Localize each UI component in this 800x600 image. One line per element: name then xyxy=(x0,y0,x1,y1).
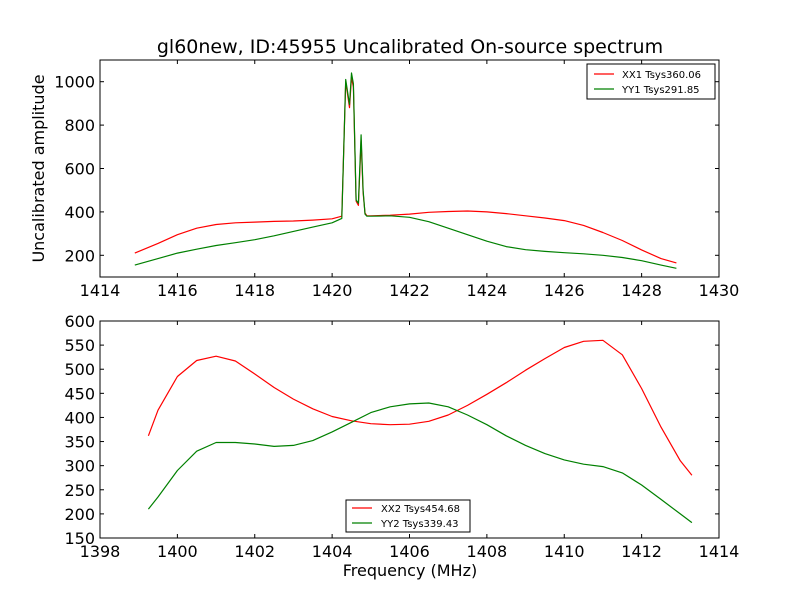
top-y-tick-label: 200 xyxy=(64,246,95,265)
top-plot-series xyxy=(134,72,677,269)
top-spectrum-plot: 1414 1416 1418 1420 1422 1424 1426 1428 1430 200 4… xyxy=(29,59,739,300)
bottom-x-tick-label: 1406 xyxy=(389,542,430,561)
bottom-y-tick-label: 200 xyxy=(64,505,95,524)
top-x-tick-label: 1428 xyxy=(621,281,662,300)
bottom-x-tick-label: 1412 xyxy=(621,542,662,561)
top-x-tick-label: 1416 xyxy=(157,281,198,300)
bottom-y-tick-label: 300 xyxy=(64,457,95,476)
top-series-line-yy xyxy=(134,72,677,269)
bottom-plot-series xyxy=(147,339,693,524)
top-legend-label-xx1: XX1 Tsys360.06 xyxy=(622,70,701,81)
top-x-tick-label: 1418 xyxy=(234,281,275,300)
bottom-x-tick-label: 1402 xyxy=(234,542,275,561)
bottom-x-tick-label: 1410 xyxy=(544,542,585,561)
bottom-y-tick-label: 500 xyxy=(64,360,95,379)
bottom-y-tick-label: 250 xyxy=(64,481,95,500)
bottom-y-tick-label: 350 xyxy=(64,433,95,452)
chart-title: gl60new, ID:45955 Uncalibrated On-source… xyxy=(157,36,663,58)
bottom-plot-ticks: 1398 1400 1402 1404 1406 1408 1410 1412 1414 150 2… xyxy=(64,312,739,561)
bottom-y-tick-label: 450 xyxy=(64,384,95,403)
bottom-spectrum-plot: 1398 1400 1402 1404 1406 1408 1410 1412 1414 150 2… xyxy=(64,312,739,580)
top-legend-box xyxy=(586,63,716,100)
bottom-series-line-xx xyxy=(147,339,693,476)
top-y-tick-label: 1000 xyxy=(54,73,95,92)
top-x-tick-label: 1424 xyxy=(467,281,508,300)
top-plot-ticks: 1414 1416 1418 1420 1422 1424 1426 1428 1430 200 4… xyxy=(54,60,739,300)
bottom-legend-label-yy2: YY2 Tsys339.43 xyxy=(380,519,459,530)
top-x-tick-label: 1414 xyxy=(80,281,121,300)
bottom-x-tick-label: 1398 xyxy=(80,542,121,561)
top-x-tick-label: 1422 xyxy=(389,281,430,300)
bottom-legend-box xyxy=(345,499,471,533)
top-x-tick-label: 1430 xyxy=(699,281,740,300)
bottom-x-tick-label: 1404 xyxy=(312,542,353,561)
bottom-y-tick-label: 400 xyxy=(64,408,95,427)
bottom-x-tick-label: 1414 xyxy=(699,542,740,561)
bottom-x-tick-label: 1400 xyxy=(157,542,198,561)
top-x-tick-label: 1420 xyxy=(312,281,353,300)
bottom-x-tick-label: 1408 xyxy=(467,542,508,561)
top-y-axis-label: Uncalibrated amplitude xyxy=(29,74,48,262)
bottom-y-tick-label: 150 xyxy=(64,529,95,548)
bottom-legend-label-xx2: XX2 Tsys454.68 xyxy=(381,504,460,515)
bottom-y-tick-label: 600 xyxy=(64,312,95,331)
top-x-tick-label: 1426 xyxy=(544,281,585,300)
top-legend-label-yy1: YY1 Tsys291.85 xyxy=(621,85,700,96)
top-y-tick-label: 400 xyxy=(64,203,95,222)
bottom-y-tick-label: 550 xyxy=(64,336,95,355)
bottom-series-line-yy xyxy=(147,402,693,524)
top-y-tick-label: 600 xyxy=(64,160,95,179)
bottom-x-axis-label: Frequency (MHz) xyxy=(343,561,477,580)
top-plot-legend: XX1 Tsys360.06 YY1 Tsys291.85 xyxy=(586,63,716,100)
bottom-plot-legend: XX2 Tsys454.68 YY2 Tsys339.43 xyxy=(345,499,471,533)
top-y-tick-label: 800 xyxy=(64,116,95,135)
